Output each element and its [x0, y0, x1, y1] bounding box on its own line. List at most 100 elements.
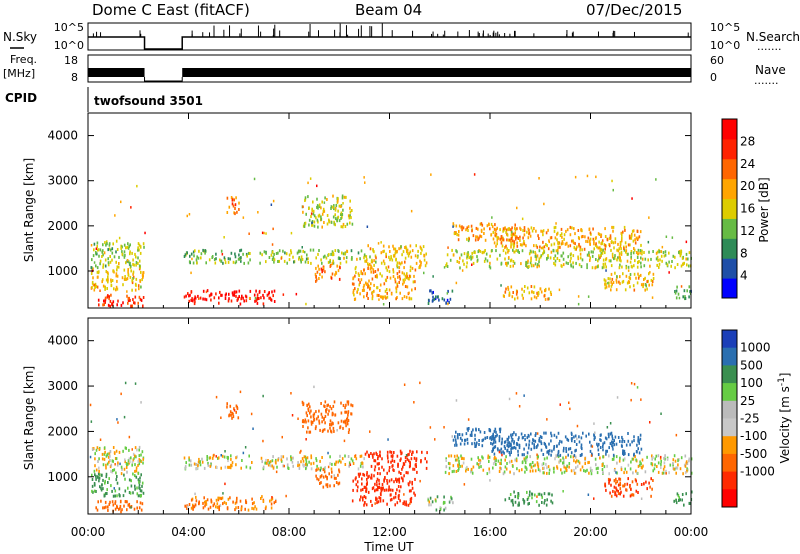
- data-cell: [121, 250, 123, 254]
- data-cell: [361, 488, 364, 492]
- data-cell: [246, 254, 248, 258]
- data-cell: [512, 242, 514, 246]
- data-cell: [494, 459, 496, 463]
- data-cell: [317, 225, 319, 229]
- data-cell: [420, 251, 422, 255]
- data-cell: [484, 238, 487, 242]
- data-cell: [664, 253, 667, 257]
- data-cell: [218, 296, 220, 300]
- data-cell: [459, 266, 461, 270]
- data-cell: [445, 457, 447, 461]
- data-cell: [337, 209, 339, 213]
- data-cell: [599, 256, 601, 259]
- data-cell: [328, 253, 330, 257]
- data-cell: [548, 239, 550, 242]
- data-cell: [641, 249, 643, 253]
- data-cell: [520, 227, 522, 231]
- data-cell: [302, 459, 305, 463]
- velocity-colorbar-tick: 1000: [740, 341, 771, 355]
- data-cell: [271, 497, 274, 501]
- data-cell: [253, 501, 255, 505]
- data-cell: [573, 440, 576, 443]
- data-cell: [612, 448, 614, 451]
- data-cell: [423, 258, 426, 262]
- data-cell: [432, 299, 434, 302]
- data-cell: [339, 266, 341, 270]
- data-cell: [616, 461, 618, 465]
- data-cell: [536, 245, 539, 249]
- data-cell: [570, 256, 572, 260]
- data-cell: [267, 461, 269, 465]
- data-cell: [613, 257, 615, 261]
- data-cell: [675, 501, 678, 505]
- data-cell: [466, 254, 469, 258]
- data-cell: [476, 255, 478, 259]
- data-cell: [361, 289, 364, 292]
- data-cell: [478, 443, 480, 446]
- data-cell: [536, 265, 538, 269]
- data-cell: [617, 492, 620, 495]
- data-cell: [102, 303, 104, 307]
- data-cell: [317, 467, 320, 471]
- data-cell: [405, 247, 408, 251]
- data-cell: [507, 227, 509, 231]
- data-cell: [97, 460, 99, 463]
- data-cell: [627, 432, 629, 435]
- data-cell: [419, 381, 421, 385]
- data-cell: [346, 400, 349, 404]
- data-cell: [452, 438, 455, 442]
- data-cell: [126, 500, 128, 504]
- data-cell: [333, 222, 336, 226]
- data-cell: [272, 255, 275, 259]
- data-cell: [103, 446, 106, 450]
- data-cell: [234, 252, 236, 256]
- data-cell: [115, 260, 117, 264]
- data-cell: [126, 259, 129, 262]
- data-cell: [139, 489, 142, 493]
- data-cell: [562, 461, 565, 465]
- data-cell: [313, 418, 315, 422]
- data-cell: [285, 494, 287, 498]
- data-cell: [138, 483, 141, 487]
- data-cell: [472, 234, 475, 238]
- data-cell: [369, 430, 371, 433]
- data-cell: [635, 458, 637, 462]
- data-cell: [190, 290, 193, 294]
- data-cell: [375, 488, 378, 492]
- data-cell: [351, 459, 354, 463]
- data-cell: [134, 474, 136, 478]
- data-cell: [217, 496, 219, 500]
- data-cell: [613, 479, 616, 483]
- data-cell: [347, 431, 350, 434]
- data-cell: [526, 286, 529, 290]
- data-cell: [461, 438, 463, 442]
- data-cell: [446, 253, 449, 257]
- data-cell: [469, 433, 472, 437]
- data-cell: [467, 467, 469, 471]
- data-cell: [628, 236, 631, 240]
- data-cell: [304, 221, 307, 225]
- data-cell: [597, 466, 599, 470]
- velocity-colorbar-tick: 500: [740, 358, 763, 372]
- data-cell: [678, 496, 680, 500]
- data-cell: [672, 458, 675, 462]
- data-cell: [195, 499, 198, 503]
- xtick-label: 04:00: [171, 525, 206, 539]
- data-cell: [410, 255, 413, 259]
- data-cell: [652, 456, 654, 459]
- data-cell: [475, 235, 477, 239]
- data-cell: [632, 457, 635, 461]
- data-cell: [625, 488, 628, 492]
- data-cell: [517, 449, 519, 453]
- data-cell: [494, 440, 497, 444]
- data-cell: [101, 255, 103, 258]
- data-cell: [99, 289, 101, 292]
- data-cell: [502, 450, 504, 454]
- data-cell: [532, 250, 534, 254]
- data-cell: [455, 224, 458, 228]
- data-cell: [135, 277, 138, 281]
- freq-band: [182, 68, 691, 77]
- data-cell: [665, 235, 668, 238]
- data-cell: [290, 231, 293, 235]
- data-cell: [610, 248, 612, 252]
